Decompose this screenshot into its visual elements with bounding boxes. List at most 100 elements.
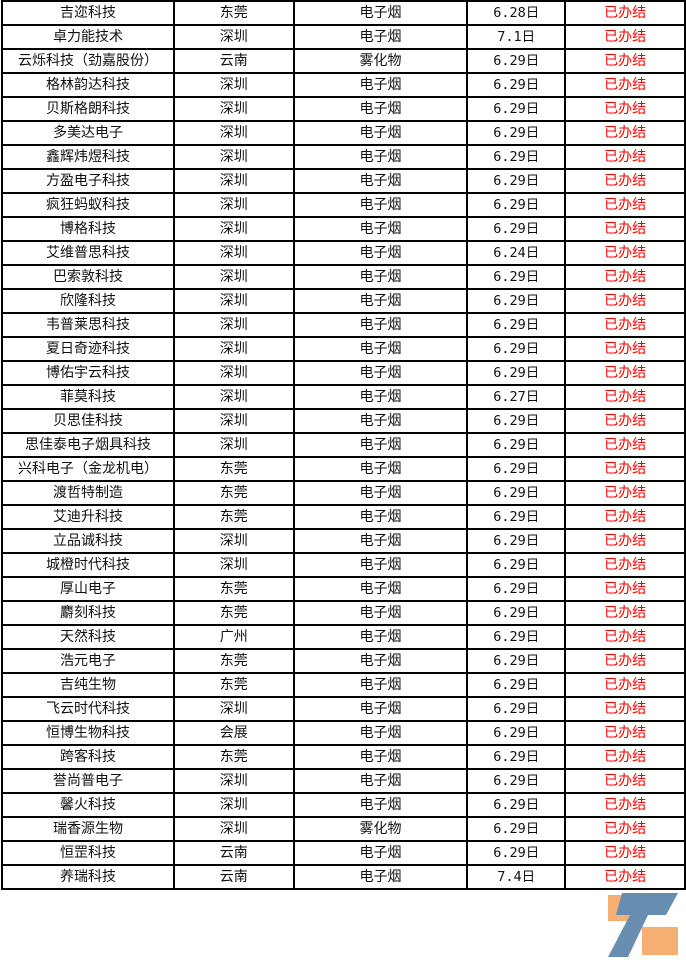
status-cell: 已办结 [564,144,686,170]
table-row: 立品诚科技 深圳 电子烟 6.29日 已办结 [1,528,686,554]
status-cell: 已办结 [564,528,686,554]
table-row: 多美达电子 深圳 电子烟 6.29日 已办结 [1,120,686,146]
company-name-cell: 夏日奇迹科技 [1,336,175,362]
date-cell: 6.29日 [466,840,567,866]
region-cell: 深圳 [172,120,295,146]
region-cell: 东莞 [172,576,295,602]
date-cell: 6.29日 [466,816,567,842]
region-cell: 云南 [172,840,295,866]
table-row: 吉纯生物 东莞 电子烟 6.29日 已办结 [1,672,686,698]
category-cell: 电子烟 [292,768,469,794]
category-cell: 电子烟 [292,840,469,866]
date-cell: 6.29日 [466,720,567,746]
date-cell: 6.29日 [466,696,567,722]
region-cell: 深圳 [172,96,295,122]
status-cell: 已办结 [564,480,686,506]
status-cell: 已办结 [564,0,686,26]
category-cell: 电子烟 [292,744,469,770]
category-cell: 电子烟 [292,24,469,50]
region-cell: 深圳 [172,432,295,458]
region-cell: 会展 [172,720,295,746]
status-cell: 已办结 [564,864,686,890]
date-cell: 6.28日 [466,0,567,26]
category-cell: 电子烟 [292,336,469,362]
category-cell: 电子烟 [292,696,469,722]
date-cell: 6.29日 [466,264,567,290]
table-row: 云烁科技（劲嘉股份） 云南 雾化物 6.29日 已办结 [1,48,686,74]
company-name-cell: 恒罡科技 [1,840,175,866]
company-name-cell: 思佳泰电子烟具科技 [1,432,175,458]
date-cell: 6.29日 [466,192,567,218]
region-cell: 深圳 [172,696,295,722]
status-cell: 已办结 [564,288,686,314]
table-row: 菲莫科技 深圳 电子烟 6.27日 已办结 [1,384,686,410]
company-name-cell: 馨火科技 [1,792,175,818]
category-cell: 电子烟 [292,120,469,146]
region-cell: 广州 [172,624,295,650]
date-cell: 6.29日 [466,288,567,314]
region-cell: 深圳 [172,288,295,314]
company-name-cell: 卓力能技术 [1,24,175,50]
status-cell: 已办结 [564,240,686,266]
company-name-cell: 浩元电子 [1,648,175,674]
region-cell: 深圳 [172,192,295,218]
table-row: 贝斯格朗科技 深圳 电子烟 6.29日 已办结 [1,96,686,122]
company-name-cell: 欣隆科技 [1,288,175,314]
status-cell: 已办结 [564,504,686,530]
category-cell: 电子烟 [292,312,469,338]
region-cell: 深圳 [172,384,295,410]
region-cell: 深圳 [172,768,295,794]
company-name-cell: 方盈电子科技 [1,168,175,194]
company-name-cell: 博佑宇云科技 [1,360,175,386]
region-cell: 云南 [172,864,295,890]
region-cell: 深圳 [172,528,295,554]
table-row: 麝刻科技 东莞 电子烟 6.29日 已办结 [1,600,686,626]
status-cell: 已办结 [564,48,686,74]
table-row: 艾迪升科技 东莞 电子烟 6.29日 已办结 [1,504,686,530]
status-cell: 已办结 [564,576,686,602]
region-cell: 东莞 [172,480,295,506]
category-cell: 电子烟 [292,648,469,674]
status-cell: 已办结 [564,312,686,338]
region-cell: 东莞 [172,504,295,530]
table-row: 浩元电子 东莞 电子烟 6.29日 已办结 [1,648,686,674]
date-cell: 6.29日 [466,360,567,386]
date-cell: 6.29日 [466,168,567,194]
status-cell: 已办结 [564,840,686,866]
region-cell: 云南 [172,48,295,74]
region-cell: 深圳 [172,312,295,338]
category-cell: 雾化物 [292,48,469,74]
region-cell: 东莞 [172,456,295,482]
category-cell: 电子烟 [292,456,469,482]
table-row: 城橙时代科技 深圳 电子烟 6.29日 已办结 [1,552,686,578]
company-name-cell: 飞云时代科技 [1,696,175,722]
company-name-cell: 贝思佳科技 [1,408,175,434]
category-cell: 电子烟 [292,264,469,290]
category-cell: 电子烟 [292,528,469,554]
region-cell: 深圳 [172,72,295,98]
table-row: 博佑宇云科技 深圳 电子烟 6.29日 已办结 [1,360,686,386]
category-cell: 电子烟 [292,288,469,314]
company-name-cell: 吉纯生物 [1,672,175,698]
status-cell: 已办结 [564,432,686,458]
status-cell: 已办结 [564,672,686,698]
company-name-cell: 贝斯格朗科技 [1,96,175,122]
table-row: 夏日奇迹科技 深圳 电子烟 6.29日 已办结 [1,336,686,362]
date-cell: 6.29日 [466,216,567,242]
company-name-cell: 誉尚普电子 [1,768,175,794]
company-name-cell: 厚山电子 [1,576,175,602]
date-cell: 6.29日 [466,120,567,146]
status-cell: 已办结 [564,816,686,842]
company-name-cell: 格林韵达科技 [1,72,175,98]
category-cell: 电子烟 [292,552,469,578]
status-cell: 已办结 [564,192,686,218]
date-cell: 6.29日 [466,768,567,794]
company-name-cell: 麝刻科技 [1,600,175,626]
date-cell: 6.29日 [466,624,567,650]
company-name-cell: 疯狂蚂蚁科技 [1,192,175,218]
category-cell: 电子烟 [292,600,469,626]
category-cell: 电子烟 [292,792,469,818]
status-cell: 已办结 [564,360,686,386]
region-cell: 东莞 [172,0,295,26]
status-cell: 已办结 [564,336,686,362]
